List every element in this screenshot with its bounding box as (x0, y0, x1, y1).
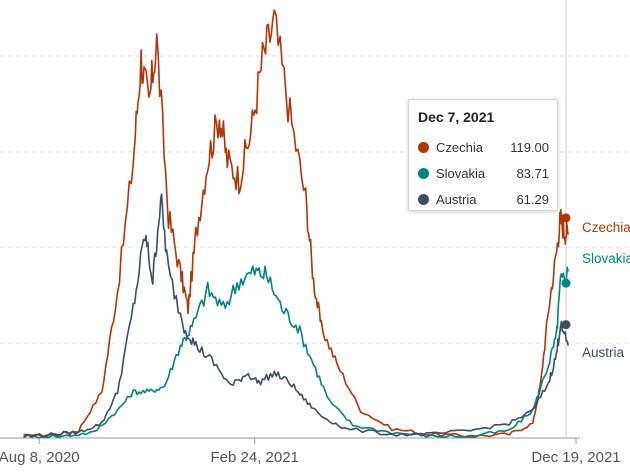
end-label-slovakia: Slovakia (582, 251, 630, 266)
end-label-czechia: Czechia (582, 220, 630, 235)
grid-lines (0, 55, 630, 344)
end-label-austria: Austria (582, 345, 625, 360)
tooltip-row-czechia: Czechia 119.00 (418, 134, 549, 160)
x-axis-ticks: Aug 8, 2020 Feb 24, 2021 Dec 19, 2021 (0, 438, 621, 466)
hover-marker-czechia (561, 213, 571, 223)
tooltip-row-austria: Austria 61.29 (418, 186, 549, 212)
slovakia-color-dot (418, 167, 429, 179)
series-end-labels: Czechia Slovakia Austria (582, 220, 630, 360)
hover-tooltip: Dec 7, 2021 Czechia 119.00 Slovakia 83.7… (408, 99, 558, 211)
x-tick-label: Dec 19, 2021 (531, 449, 620, 466)
x-tick-label: Aug 8, 2020 (0, 449, 80, 466)
series-line-slovakia (23, 265, 569, 439)
tooltip-row-slovakia: Slovakia 83.71 (418, 160, 549, 186)
x-tick-label: Feb 24, 2021 (211, 449, 299, 466)
series-line-czechia (23, 9, 569, 439)
tooltip-series-name: Austria (436, 191, 477, 207)
series-line-austria (23, 193, 569, 438)
series-group (23, 9, 571, 439)
czechia-color-dot (418, 141, 429, 153)
hover-marker-slovakia (561, 278, 571, 288)
tooltip-series-name: Czechia (436, 139, 483, 155)
tooltip-series-value: 61.29 (516, 191, 549, 207)
tooltip-series-value: 119.00 (510, 139, 549, 155)
tooltip-date: Dec 7, 2021 (418, 109, 495, 125)
tooltip-series-name: Slovakia (436, 165, 486, 181)
tooltip-series-value: 83.71 (516, 165, 549, 181)
austria-color-dot (418, 193, 429, 205)
hover-marker-austria (561, 320, 571, 330)
